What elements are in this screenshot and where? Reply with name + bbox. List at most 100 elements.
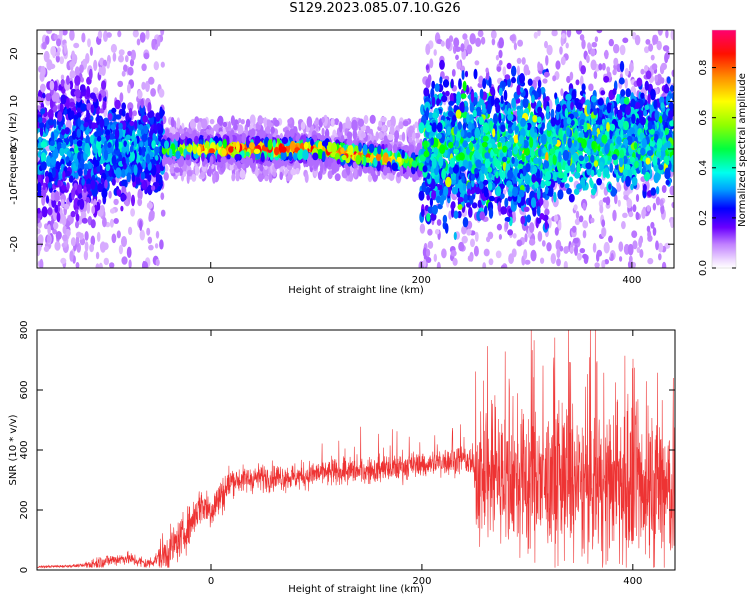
- heatmap-cell: [221, 148, 227, 157]
- heatmap-cell: [137, 198, 143, 207]
- heatmap-cell: [347, 146, 352, 153]
- heatmap-cell: [103, 140, 108, 151]
- heatmap-cell: [118, 122, 123, 130]
- heatmap-cell: [230, 115, 235, 126]
- heatmap-cell: [71, 186, 76, 198]
- heatmap-cell: [154, 243, 159, 249]
- heatmap-cell: [629, 62, 634, 73]
- heatmap-cell: [97, 147, 102, 158]
- heatmap-cell: [267, 151, 272, 158]
- heatmap-cell: [402, 120, 409, 127]
- heatmap-cell: [546, 242, 552, 252]
- heatmap-cell: [222, 121, 228, 128]
- heatmap-cell: [622, 212, 628, 218]
- heatmap-cell: [559, 46, 563, 55]
- heatmap-cell: [38, 235, 42, 243]
- heatmap-cell: [53, 33, 58, 40]
- heatmap-cell: [287, 118, 293, 125]
- heatmap-cell: [452, 45, 457, 54]
- heatmap-cell: [208, 165, 212, 177]
- heatmap-cell: [555, 60, 561, 70]
- heatmap-cell: [89, 243, 94, 253]
- heatmap-cell: [133, 164, 138, 176]
- heatmap-cell: [321, 140, 329, 147]
- heatmap-cell: [83, 121, 89, 128]
- heatmap-cell: [317, 148, 324, 160]
- heatmap-cell: [363, 114, 369, 125]
- heatmap-cell: [334, 118, 340, 126]
- heatmap-cell: [523, 64, 530, 76]
- heatmap-cell: [111, 178, 116, 186]
- heatmap-cell: [98, 262, 103, 268]
- heatmap-cell: [498, 60, 503, 66]
- heatmap-cell: [312, 152, 319, 161]
- heatmap-cell: [40, 152, 47, 164]
- heatmap-cell: [198, 139, 203, 146]
- heatmap-cell: [579, 248, 586, 254]
- heatmap-cell: [403, 162, 407, 168]
- heatmap-cell: [163, 171, 169, 181]
- heatmap-cell: [433, 49, 437, 56]
- heatmap-cell: [79, 162, 86, 170]
- heatmap-cell: [95, 251, 100, 260]
- heatmap-cell: [386, 166, 391, 174]
- heatmap-cell: [66, 182, 70, 191]
- heatmap-cell: [49, 80, 55, 91]
- heatmap-cell: [545, 55, 549, 66]
- heatmap-cell: [121, 102, 126, 111]
- heatmap-cell: [302, 149, 309, 161]
- heatmap-cell: [83, 186, 87, 193]
- heatmap-cell: [142, 160, 146, 170]
- heatmap-cell: [62, 225, 67, 235]
- heatmap-cell: [496, 223, 502, 231]
- heatmap-cell: [470, 238, 475, 248]
- heatmap-cell: [540, 257, 545, 264]
- heatmap-cell: [94, 159, 100, 168]
- heatmap-cell: [445, 38, 451, 50]
- heatmap-cell: [462, 33, 468, 40]
- heatmap-cell: [93, 59, 98, 72]
- heatmap-cell: [92, 87, 99, 95]
- heatmap-cell: [662, 45, 670, 52]
- heatmap-cell: [142, 261, 148, 268]
- heatmap-cell: [164, 140, 169, 149]
- heatmap-cell: [426, 248, 431, 257]
- heatmap-cell: [46, 235, 51, 243]
- heatmap-cell: [91, 122, 97, 130]
- heatmap-cell: [234, 153, 241, 161]
- heatmap-cell: [102, 217, 107, 228]
- heatmap-cell: [74, 88, 81, 99]
- heatmap-cell: [60, 94, 67, 105]
- heatmap-cell: [90, 219, 96, 229]
- heatmap-cell: [655, 240, 659, 251]
- heatmap-cell: [614, 193, 618, 205]
- heatmap-cell: [581, 39, 586, 50]
- heatmap-cell: [125, 55, 129, 63]
- heatmap-cell: [245, 155, 249, 167]
- heatmap-cell: [306, 116, 313, 128]
- heatmap-cell: [461, 225, 467, 235]
- heatmap-cell: [114, 128, 120, 140]
- heatmap-cell: [72, 138, 78, 145]
- heatmap-cell: [270, 126, 275, 134]
- heatmap-cell: [601, 219, 606, 228]
- heatmap-cell: [480, 36, 486, 45]
- heatmap-cell: [99, 159, 104, 165]
- heatmap-cell: [81, 212, 86, 219]
- heatmap-cell: [279, 171, 284, 181]
- heatmap-cell: [37, 181, 42, 194]
- heatmap-cell: [71, 130, 77, 140]
- heatmap-cell: [617, 199, 621, 207]
- heatmap-cell: [69, 101, 76, 108]
- heatmap-cell: [249, 142, 255, 150]
- heatmap-cell: [289, 128, 295, 138]
- heatmap-cell: [574, 218, 581, 226]
- heatmap-cell: [541, 240, 546, 247]
- heatmap-cell: [208, 148, 215, 154]
- heatmap-cell: [309, 160, 314, 168]
- heatmap-cell: [378, 131, 384, 140]
- heatmap-cell: [369, 128, 373, 135]
- heatmap-cell: [628, 255, 633, 263]
- spectrogram-heatmap: [37, 30, 674, 268]
- heatmap-cell: [375, 153, 382, 162]
